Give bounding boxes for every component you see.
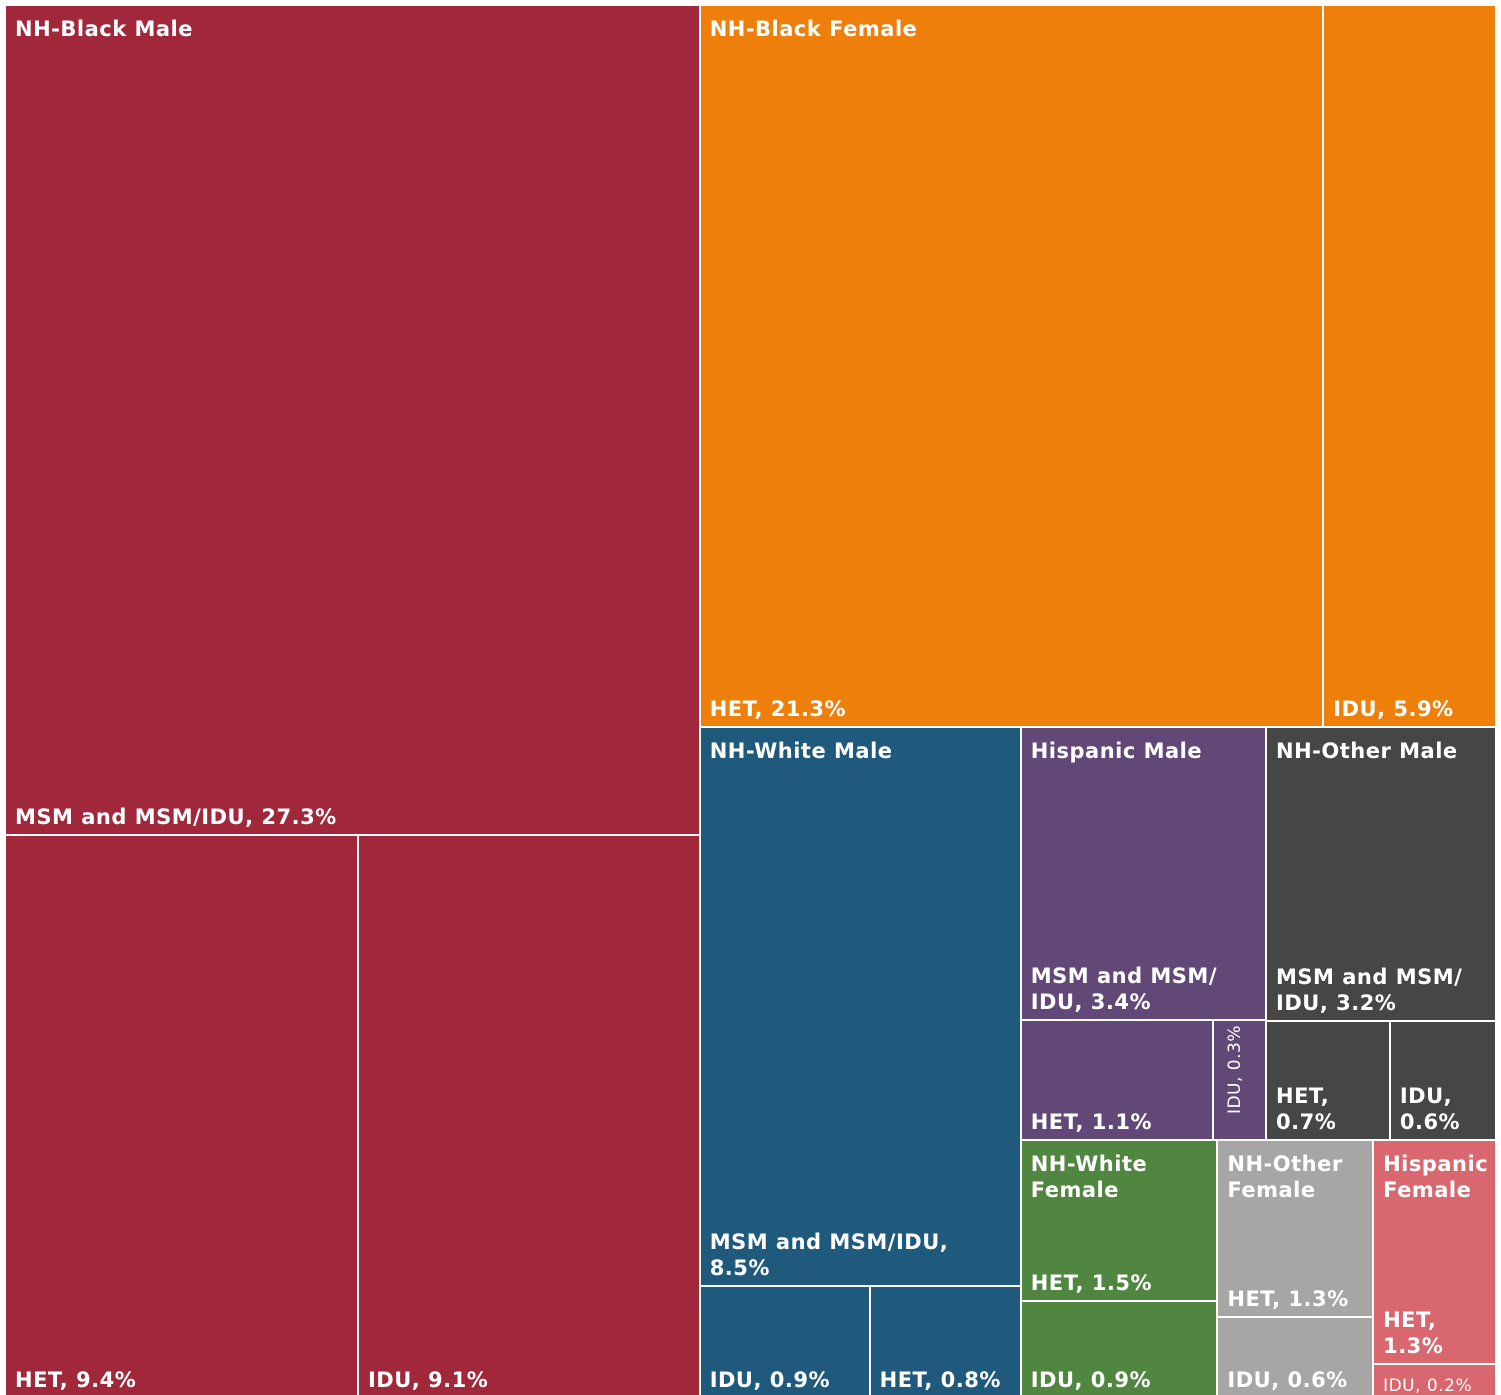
cell-label: MSM and MSM/ IDU, 3.2% [1276,964,1463,1015]
group-label: NH-White Male [709,738,893,763]
treemap-cell: IDU, 0.9% [1020,1301,1218,1395]
group-label: NH-Other Female [1227,1152,1343,1203]
group-label: Hispanic Male [1030,738,1203,763]
cell-label: IDU, 9.1% [367,1367,489,1392]
treemap-cell: IDU, 9.1% [357,835,700,1395]
treemap-cell: MSM and MSM/IDU, 8.5% [699,726,1021,1287]
treemap-cell: HET, 1.3% [1373,1140,1496,1364]
cell-label: IDU, 0.3% [1225,1024,1246,1114]
group-label: NH-Black Male [15,17,193,41]
cell-label: HET, 1.3% [1383,1307,1444,1358]
cell-label: IDU, 0.6% [1227,1367,1348,1392]
cell-label: HET, 1.3% [1227,1286,1349,1311]
group-label: NH-Other Male [1276,738,1458,763]
cell-label: HET, 1.5% [1030,1271,1153,1296]
cell-label: MSM and MSM/IDU, 27.3% [15,805,337,830]
treemap-cell: HET, 1.3% [1217,1140,1374,1317]
treemap-cell: IDU, 0.3% [1213,1019,1267,1141]
cell-label: IDU, 5.9% [1333,696,1454,721]
treemap-cell: IDU, 5.9% [1323,5,1496,727]
group-label: NH-Black Female [709,17,918,41]
cell-label: HET, 0.7% [1276,1084,1337,1135]
treemap-cell: MSM and MSM/ IDU, 3.2% [1266,726,1496,1021]
treemap-cell: IDU, 0.9% [699,1286,870,1395]
cell-label: HET, 21.3% [709,696,847,721]
group-label: Hispanic Female [1383,1152,1489,1203]
cell-label: HET, 1.1% [1030,1110,1153,1135]
cell-label: MSM and MSM/ IDU, 3.4% [1030,963,1218,1014]
cell-label: HET, 9.4% [15,1367,137,1392]
treemap-cell: MSM and MSM/IDU, 27.3% [5,5,700,836]
treemap-cell: HET, 0.8% [869,1286,1021,1395]
treemap-cell: HET, 1.1% [1020,1019,1214,1141]
cell-label: IDU, 0.9% [1030,1367,1152,1392]
group-label: NH-White Female [1030,1152,1148,1203]
cell-label: IDU, 0.2% [1383,1375,1473,1395]
cell-label: IDU, 0.9% [709,1367,831,1392]
cell-label: MSM and MSM/IDU, 8.5% [709,1230,949,1281]
cell-label: HET, 0.8% [879,1367,1001,1392]
treemap-cell: IDU, 0.2% [1373,1363,1496,1395]
treemap-cell: IDU, 0.6% [1217,1316,1374,1395]
treemap-cell: HET, 21.3% [699,5,1324,727]
treemap-cell: MSM and MSM/ IDU, 3.4% [1020,726,1267,1020]
treemap-cell: HET, 0.7% [1266,1020,1390,1141]
treemap-cell: HET, 9.4% [5,835,358,1395]
treemap-cell: IDU, 0.6% [1389,1020,1496,1141]
treemap-cell: HET, 1.5% [1020,1140,1218,1302]
cell-label: IDU, 0.6% [1399,1084,1461,1135]
